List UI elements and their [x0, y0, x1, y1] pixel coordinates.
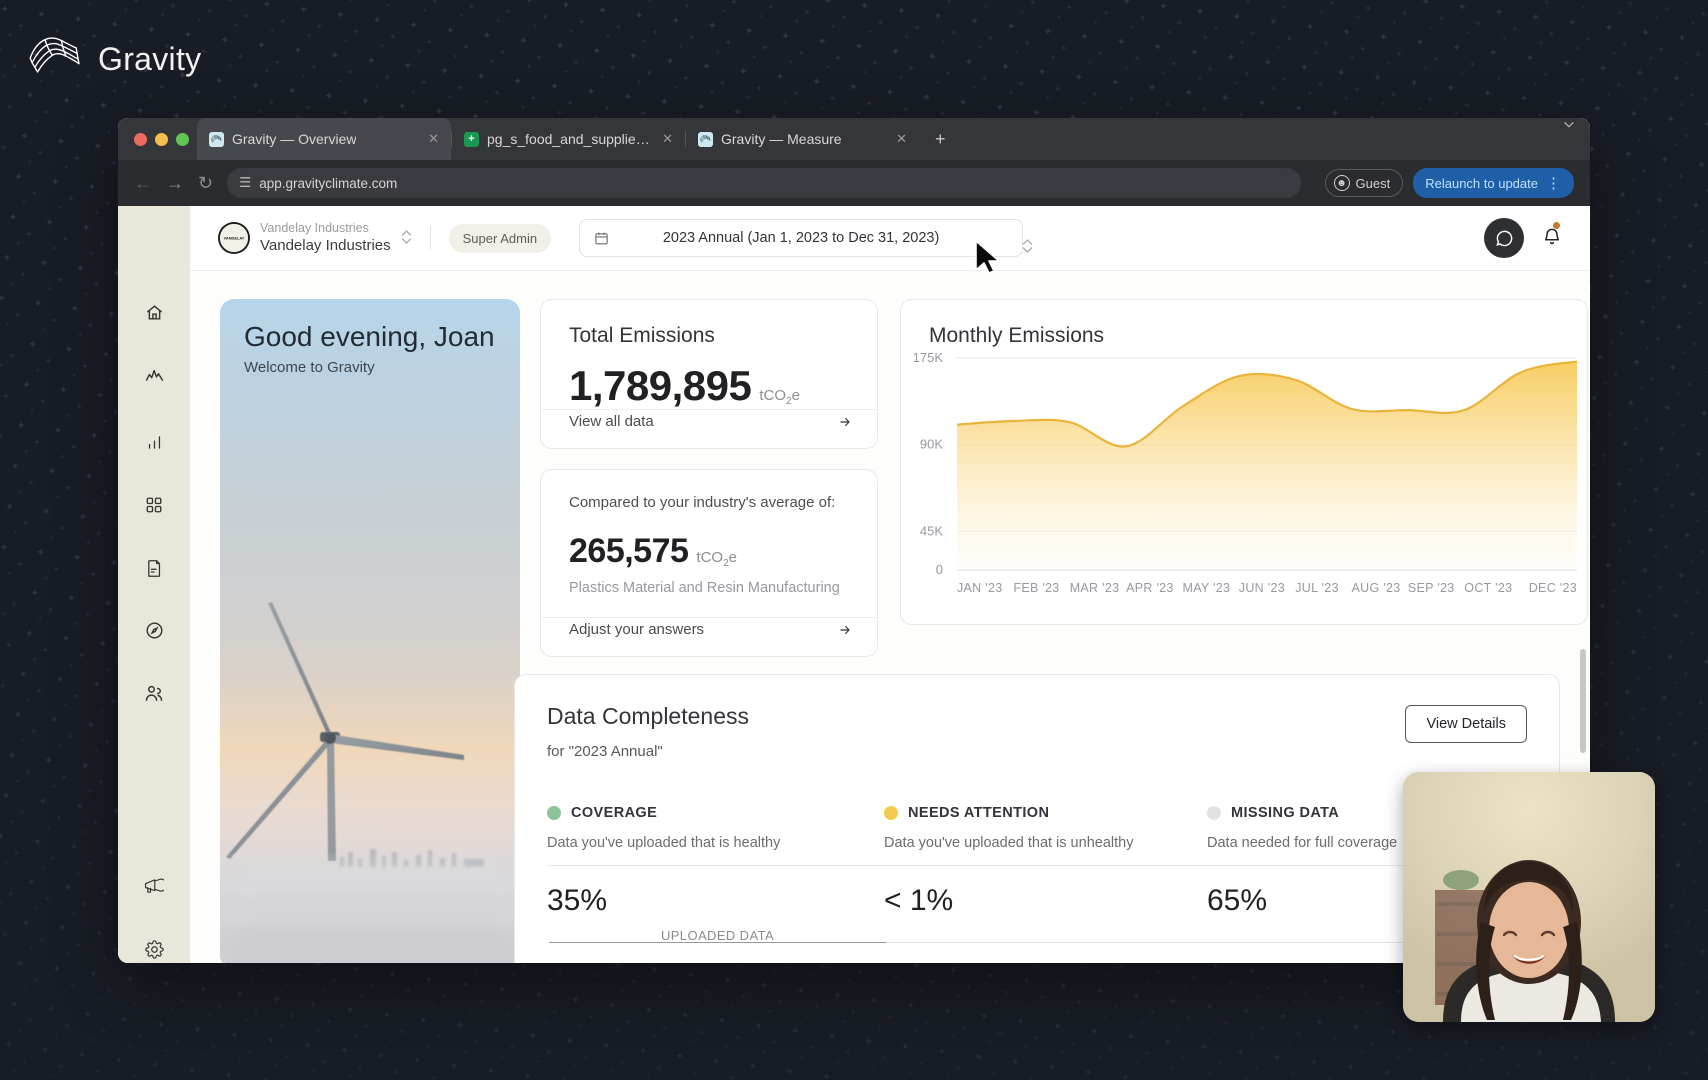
- svg-text:FEB '23: FEB '23: [1013, 581, 1059, 595]
- svg-text:175K: 175K: [913, 350, 944, 365]
- svg-text:MAY '23: MAY '23: [1183, 581, 1231, 595]
- svg-text:JAN '23: JAN '23: [957, 581, 1002, 595]
- svg-text:JUL '23: JUL '23: [1295, 581, 1339, 595]
- svg-text:MAR '23: MAR '23: [1070, 581, 1120, 595]
- svg-text:90K: 90K: [920, 437, 943, 452]
- svg-text:AUG '23: AUG '23: [1352, 581, 1401, 595]
- svg-text:SEP '23: SEP '23: [1408, 581, 1455, 595]
- svg-text:VANDELAY: VANDELAY: [224, 236, 245, 241]
- svg-text:0: 0: [936, 562, 943, 577]
- svg-text:45K: 45K: [920, 523, 943, 538]
- svg-text:DEC '23: DEC '23: [1529, 581, 1577, 595]
- svg-text:JUN '23: JUN '23: [1239, 581, 1285, 595]
- svg-text:OCT '23: OCT '23: [1464, 581, 1512, 595]
- svg-text:APR '23: APR '23: [1126, 581, 1174, 595]
